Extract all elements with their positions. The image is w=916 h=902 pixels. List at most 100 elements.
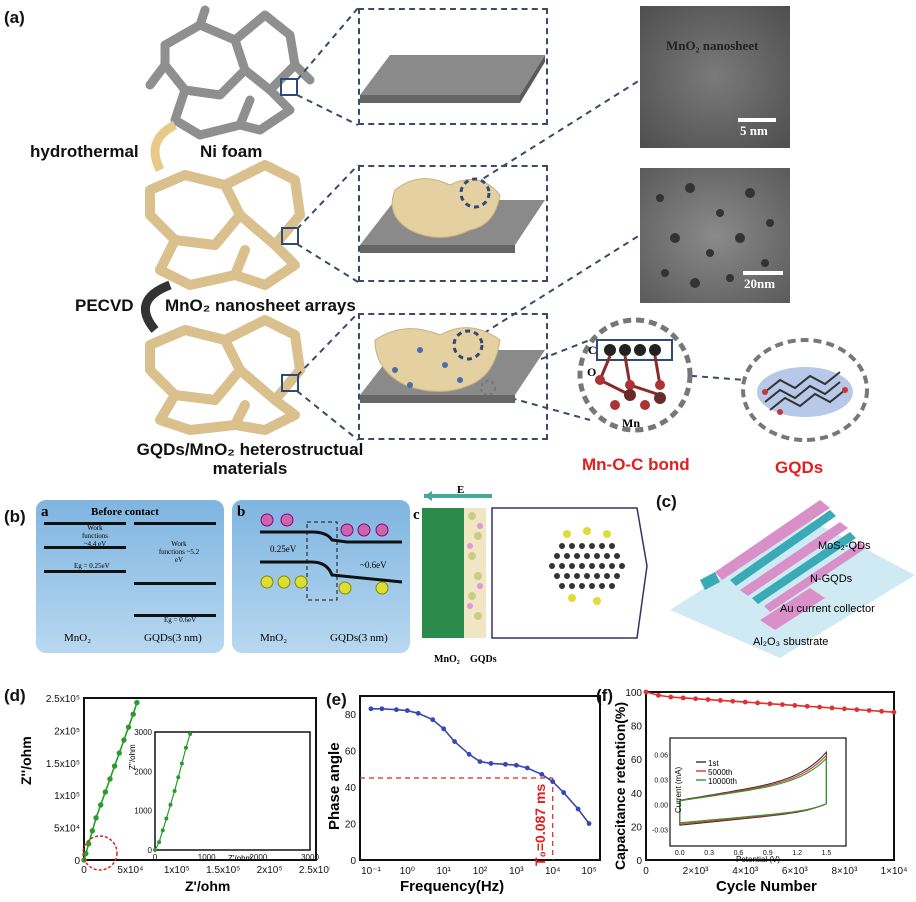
nyquist-point [130,711,136,717]
field-label: E [457,484,465,496]
e-ytick: 0 [350,856,356,867]
f-inset-ylabel: Current (mA) [674,766,683,813]
sub-a-label: a [41,504,49,520]
d-xtick: 1.5x10⁵ [206,865,240,876]
d-inset-xtick: 1000 [198,853,216,862]
inset-frame [154,731,311,851]
phase-point [368,706,374,712]
d-ytick: 5x10⁴ [54,824,80,835]
d-inset-ylabel: Z''/ohm [128,744,137,770]
nyquist-point [116,750,122,756]
energy-diagram-a: a Before contact Work functions ~4.4 eV … [36,500,224,653]
tem1-label: MnO₂ nanosheet [666,38,759,53]
nyquist-point [102,789,109,795]
nyquist-point [134,699,140,706]
retention-point [693,696,698,702]
d-xtick: 5x10⁴ [117,865,143,876]
f-xtick: 8×10³ [831,866,858,877]
e-xtick: 10⁻¹ [361,866,381,877]
zoom-circle [82,835,118,871]
panel-f-label: (f) [596,686,613,705]
inset-nyquist-point [188,731,193,736]
f-xtick: 1×10⁴ [881,866,908,877]
inset-nyquist-point [179,761,184,766]
retention-point [792,703,798,708]
before-contact: Before contact [91,506,159,518]
slab-nanosheets [360,177,545,253]
panel-a-graphics [141,5,869,442]
retention-point [866,708,872,713]
device-illustration [670,500,915,658]
tem1-scale: 5 nm [740,123,768,138]
f-inset-ytick: 0.06 [654,753,668,760]
e-xtick: 10⁰ [400,866,415,877]
slab-gqds [360,327,545,403]
gqds-b: GQDs(3 nm) [330,632,388,644]
f-xtick: 6×10³ [782,866,809,877]
e-xtick: 10² [473,866,488,877]
f-ytick: 20 [631,822,643,833]
inset-nyquist-point [176,775,181,780]
phase-point [503,761,508,767]
device-label-ngqds: N-GQDs [810,573,853,585]
cycling-chart: 0 2×10³ 4×10³ 6×10³ 8×10³ 1×10⁴ 0 20 40 60 80 100 0.… [625,688,908,877]
inset-nyquist-point [172,789,177,793]
d-ytick: 2.5x10⁵ [46,694,80,705]
energy-diagram-b: b 0.25eV ~0.6eV MnO₂ GQDs(3 nm) [232,500,410,653]
bond-title: Mn-O-C bond [582,455,690,474]
gqds-illustration [741,338,869,442]
scalebar-1 [738,118,776,122]
bond-o-label: O [587,365,597,379]
bond-mn-label: Mn [622,416,640,430]
phase-point [488,761,494,766]
panel-c-label: (c) [656,492,677,511]
d-inset-ytick: 0 [148,846,153,855]
inset-nyquist-line [154,733,191,851]
device-label-mos2: MoS₂-QDs [818,540,871,552]
f-ytick: 80 [631,722,643,733]
d-ytick: 0 [74,856,80,867]
c-gqds: GQDs [470,654,497,665]
retention-point [842,706,847,712]
zoom-box-3 [358,313,548,440]
phase-point [404,708,410,713]
mno2-b: MnO₂ [260,632,288,644]
foam-tan-2 [145,315,305,435]
tem-image-1: MnO₂ nanosheet 5 nm [640,6,790,148]
d-inset-xlabel: Z'/ohm [228,854,253,863]
bode-chart: 10⁻¹ 10⁰ 10¹ 10² 10³ 10⁴ 10⁵ 0 20 40 60 80 [345,695,601,877]
cv-curve-2 [679,757,827,824]
sub-b-label: b [237,504,246,520]
phase-point [452,739,457,744]
eg-1: Eg = 0.25eV [74,562,110,570]
f-inset-ytick: 0.03 [654,778,668,785]
phase-point [441,726,447,732]
d-inset-xtick: 2000 [249,853,267,862]
e-xtick: 10⁴ [545,866,560,877]
retention-point [891,709,897,715]
f-xtick: 4×10³ [732,866,759,877]
ni-foam-grey [145,5,315,140]
retention-point [705,697,711,702]
inset-nyquist-point [164,816,169,821]
legend-1st: 1st [708,759,719,768]
panel-d-label: (d) [4,686,26,705]
f-inset-ytick: -0.03 [652,827,668,834]
slab-mno2 [360,55,545,103]
nyquist-point [93,815,99,821]
sub-c-label: c [413,507,420,523]
retention-point [879,708,884,714]
mno2-arrays-label: MnO₂ nanosheet arrays [165,296,356,315]
f-inset-xtick: 0.3 [704,850,714,857]
phase-point [539,771,545,777]
legend-5000th: 5000th [708,768,733,777]
inset-nyquist-point [160,828,165,833]
gqds-a: GQDs(3 nm) [144,632,202,644]
d-xtick: 0 [81,865,87,876]
retention-point [804,703,810,709]
step-hydrothermal: hydrothermal [30,142,139,161]
f-inset-legend: 1st 5000th 10000th [708,759,737,786]
retention-point [755,700,760,706]
e-xtick: 10¹ [436,866,451,877]
f-xtick: 2×10³ [683,866,710,877]
